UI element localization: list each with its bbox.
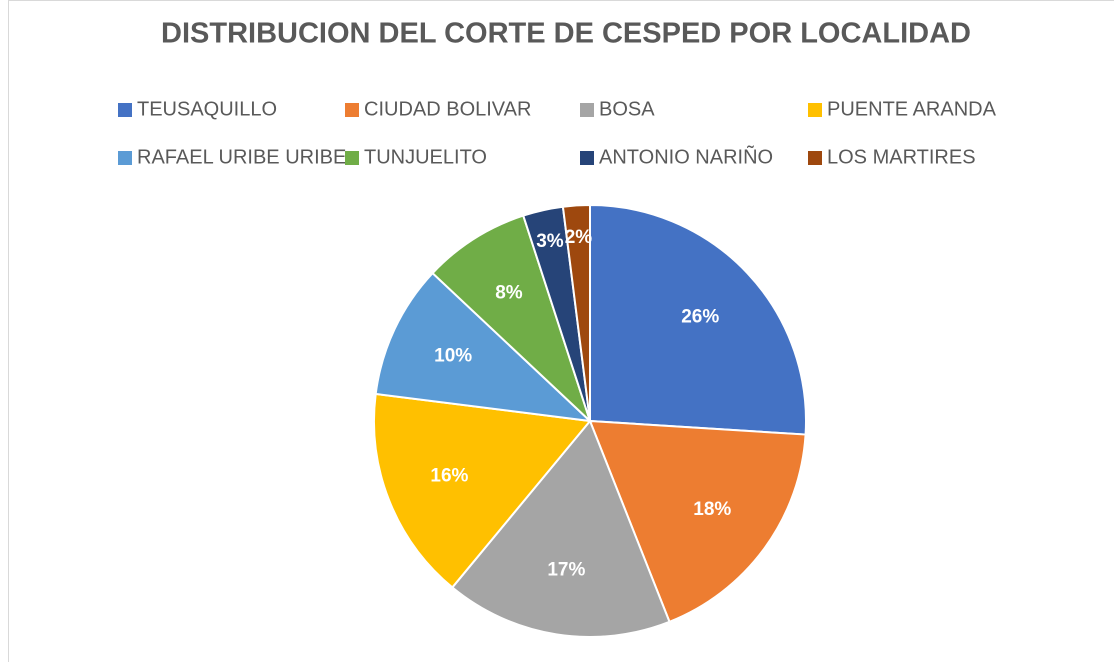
legend-label: PUENTE ARANDA bbox=[827, 98, 997, 120]
legend-label: CIUDAD BOLIVAR bbox=[364, 98, 531, 120]
legend-swatch bbox=[345, 103, 359, 117]
legend-label: ANTONIO NARIÑO bbox=[599, 144, 773, 168]
legend-label: RAFAEL URIBE URIBE bbox=[137, 146, 346, 168]
pie-slice bbox=[450, 419, 671, 638]
data-label: 17% bbox=[547, 559, 585, 580]
data-label: 8% bbox=[495, 282, 523, 303]
pie-slice bbox=[589, 203, 807, 436]
legend-swatch bbox=[808, 103, 822, 117]
pie-slice bbox=[588, 419, 807, 624]
data-label: 2% bbox=[565, 227, 593, 248]
legend-swatch bbox=[118, 103, 132, 117]
legend-label: LOS MARTIRES bbox=[827, 146, 976, 168]
legend-swatch bbox=[118, 151, 132, 165]
pie-slice bbox=[561, 203, 591, 422]
data-label: 3% bbox=[536, 231, 564, 252]
legend-swatch bbox=[580, 151, 594, 165]
legend: TEUSAQUILLO CIUDAD BOLIVAR BOSA PUENTE ARAN… bbox=[118, 98, 997, 168]
data-label: 18% bbox=[693, 499, 731, 520]
pie-slice bbox=[373, 392, 592, 589]
pie-slice bbox=[431, 214, 591, 422]
legend-label: BOSA bbox=[599, 98, 655, 120]
data-label: 10% bbox=[434, 346, 472, 367]
legend-label: TEUSAQUILLO bbox=[137, 98, 277, 120]
legend-label: TUNJUELITO bbox=[364, 146, 487, 168]
data-label: 26% bbox=[681, 307, 719, 328]
legend-swatch bbox=[808, 151, 822, 165]
chart-title: DISTRIBUCION DEL CORTE DE CESPED POR LOC… bbox=[161, 18, 971, 50]
pie-slice bbox=[374, 271, 593, 423]
data-label: 16% bbox=[430, 466, 468, 487]
data-labels: 26% 18% 17% 16% 10% 8% 3% 2% bbox=[430, 227, 731, 581]
legend-swatch bbox=[345, 151, 359, 165]
pie bbox=[373, 203, 807, 638]
legend-swatch bbox=[580, 103, 594, 117]
